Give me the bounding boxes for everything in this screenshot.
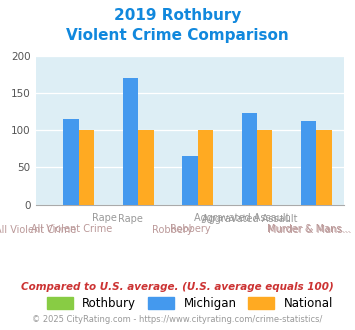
Bar: [316, 130, 332, 205]
Bar: [257, 130, 273, 205]
Text: Aggravated Assault: Aggravated Assault: [202, 214, 297, 224]
Bar: [301, 121, 316, 205]
Text: Rape: Rape: [92, 213, 116, 223]
Text: Murder & Mans...: Murder & Mans...: [267, 224, 350, 234]
Text: All Violent Crime: All Violent Crime: [0, 225, 76, 235]
Bar: [64, 119, 79, 205]
Text: Compared to U.S. average. (U.S. average equals 100): Compared to U.S. average. (U.S. average …: [21, 282, 334, 292]
Text: Robbery: Robbery: [152, 225, 193, 235]
Bar: [123, 78, 138, 205]
Bar: [198, 130, 213, 205]
Text: Rape: Rape: [118, 214, 143, 224]
Legend: Rothbury, Michigan, National: Rothbury, Michigan, National: [42, 292, 338, 314]
Text: 2019 Rothbury: 2019 Rothbury: [114, 8, 241, 23]
Text: Aggravated Assault: Aggravated Assault: [193, 213, 289, 223]
Bar: [242, 113, 257, 205]
Text: Robbery: Robbery: [170, 224, 210, 234]
Text: All Violent Crime: All Violent Crime: [31, 224, 112, 234]
Text: Violent Crime Comparison: Violent Crime Comparison: [66, 28, 289, 43]
Bar: [182, 155, 198, 205]
Text: Murder & Mans...: Murder & Mans...: [268, 225, 352, 235]
Text: © 2025 CityRating.com - https://www.cityrating.com/crime-statistics/: © 2025 CityRating.com - https://www.city…: [32, 315, 323, 324]
Bar: [138, 130, 154, 205]
Bar: [79, 130, 94, 205]
